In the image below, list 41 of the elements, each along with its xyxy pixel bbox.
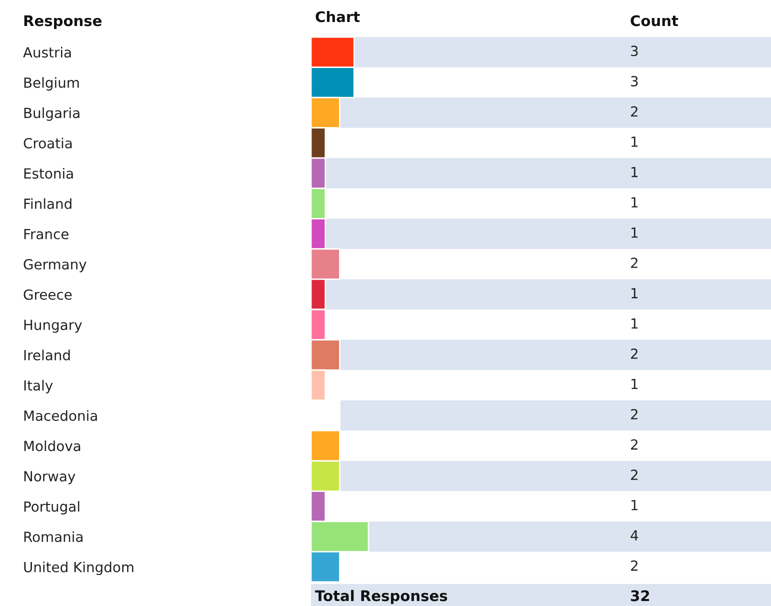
y-tick-label: Germany [24,259,86,272]
y-tick-label: Greece [24,289,72,300]
text: 32 [630,590,650,602]
y-tick-label: Italy [24,380,53,394]
data-label: 3 [631,46,638,56]
data-label: 1 [632,500,638,510]
y-tick-label: Macedonia [24,410,97,421]
data-label: 1 [632,228,638,238]
y-tick-label: Croatia [24,138,72,148]
data-label: 1 [632,288,638,298]
chart-title: Chart [316,10,360,22]
y-axis-title: Response [24,15,102,30]
data-label: 1 [632,166,638,178]
data-label: 2 [631,258,638,268]
y-tick-label: France [24,228,68,240]
data-label: 2 [631,408,638,420]
y-tick-label: Hungary [24,320,82,333]
y-tick-label: United Kingdom [24,562,134,576]
y-tick-label: Romania [24,531,82,542]
data-label: 1 [632,378,638,390]
y-tick-label: Bulgaria [24,107,80,121]
data-label: 2 [631,348,638,359]
data-label: 1 [632,318,638,328]
data-label: 3 [631,76,638,86]
y-tick-label: Estonia [24,168,73,179]
y-tick-label: Austria [23,46,71,58]
y-tick-label: Belgium [24,77,79,91]
y-tick-label: Portugal [24,501,80,514]
data-label: 1 [632,197,638,208]
text: Total Responses [315,590,448,604]
y-tick-label: Moldova [24,440,80,452]
text: Count [630,15,678,26]
data-label: 4 [630,530,638,540]
data-label: 2 [631,106,638,117]
data-label: 2 [631,439,638,450]
data-label: 2 [631,470,638,480]
y-tick-label: Ireland [24,350,70,360]
y-tick-label: Finland [24,198,72,209]
data-label: 1 [632,136,638,147]
y-tick-label: Norway [24,471,76,484]
data-label: 2 [631,560,638,571]
